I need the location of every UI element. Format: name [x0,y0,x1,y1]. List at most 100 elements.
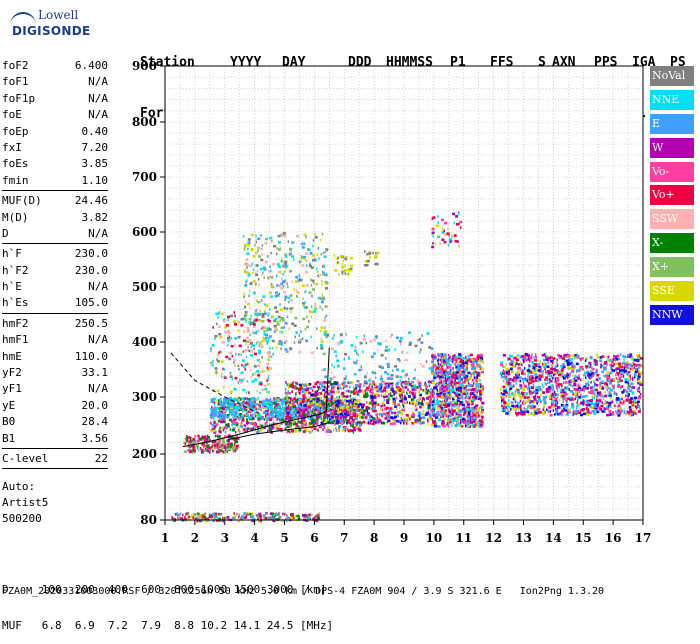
echo-point [334,413,336,416]
echo-point [366,401,368,404]
echo-point [433,403,436,406]
echo-point [600,366,602,369]
echo-point [608,410,611,413]
echo-point [327,414,330,417]
echo-point [317,386,320,389]
echo-point [256,514,259,517]
echo-point [579,390,581,393]
echo-point [518,367,521,370]
echo-point [623,400,625,403]
echo-point [542,391,545,394]
echo-point [456,358,458,361]
echo-point [559,412,561,415]
echo-point [202,515,205,518]
echo-point [216,451,219,454]
echo-point [276,247,278,250]
echo-point [340,404,343,407]
echo-point [272,263,275,266]
echo-point [543,366,546,369]
echo-point [370,422,372,425]
echo-point [473,363,475,366]
echo-point [212,450,214,453]
echo-point [513,357,516,360]
echo-point [320,239,322,242]
echo-point [399,386,401,389]
echo-point [550,414,553,417]
echo-point [255,398,257,401]
echo-point [342,383,344,386]
echo-point [550,371,553,374]
echo-point [523,381,525,384]
echo-point [599,359,602,362]
echo-point [328,385,330,388]
echo-point [407,389,409,392]
echo-point [582,395,585,398]
echo-point [307,429,309,432]
echo-point [528,382,530,385]
echo-point [302,410,305,413]
echo-point [313,517,315,520]
echo-point [626,373,628,376]
echo-point [409,418,411,421]
echo-point [537,363,540,366]
echo-point [261,407,264,410]
echo-point [249,405,252,408]
echo-point [501,372,503,375]
echo-point [606,372,609,375]
echo-point [217,407,219,410]
echo-point [295,382,297,385]
echo-point [273,411,276,414]
echo-point [349,411,351,414]
echo-point [450,378,453,381]
echo-point [241,422,243,425]
echo-point [508,358,511,361]
echo-point [449,379,451,382]
echo-point [443,383,445,386]
echo-point [460,390,462,393]
echo-point [595,384,598,387]
echo-point [481,411,483,414]
echo-point [451,376,454,379]
echo-point [574,398,576,401]
echo-point [314,391,317,394]
echo-point [509,393,511,396]
echo-point [317,415,319,418]
echo-point [230,412,233,415]
echo-point [448,418,450,421]
echo-point [598,406,601,409]
echo-point [543,359,546,362]
echo-point [311,411,313,414]
echo-point [426,412,429,415]
echo-point [618,404,620,407]
echo-point [615,355,618,358]
echo-point [235,431,237,434]
echo-point [638,359,640,362]
echo-point [376,421,378,424]
echo-point [413,395,416,398]
echo-point [574,394,576,397]
echo-point [359,383,362,386]
echo-point [420,388,422,391]
echo-point [514,407,517,410]
echo-point [449,359,451,362]
echo-point [601,355,604,358]
echo-point [577,377,580,380]
echo-point [603,403,606,406]
echo-point [468,389,470,392]
echo-point [524,385,527,388]
echo-point [318,257,320,260]
echo-point [592,410,595,413]
echo-point [517,402,520,405]
echo-point [569,372,571,375]
echo-point [306,430,308,433]
echo-point [614,404,616,407]
echo-point [253,401,255,404]
echo-point [432,382,435,385]
echo-point [457,355,459,358]
echo-point [576,396,578,399]
echo-point [612,389,614,392]
echo-point [439,389,442,392]
echo-point [341,420,343,423]
echo-point [468,382,470,385]
echo-point [204,449,206,452]
